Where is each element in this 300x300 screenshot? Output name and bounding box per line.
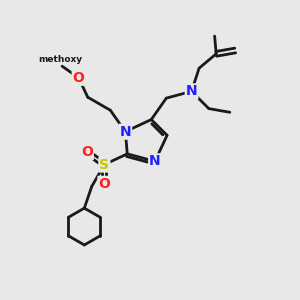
Text: O: O [73,71,85,85]
Text: methoxy: methoxy [38,55,83,64]
Text: N: N [149,154,161,168]
Text: N: N [119,125,131,139]
Text: S: S [99,158,110,172]
Text: N: N [186,84,197,98]
Text: O: O [81,145,93,159]
Text: O: O [98,177,110,191]
